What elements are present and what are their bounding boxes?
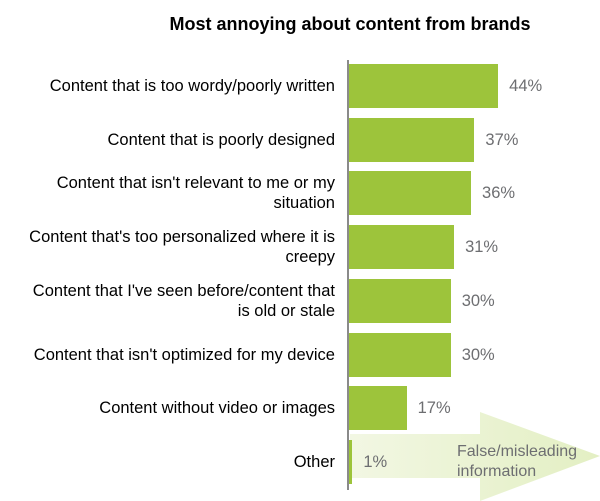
category-label: Other	[293, 452, 335, 471]
bar	[349, 64, 499, 108]
bar	[349, 278, 451, 323]
category-label: Content that is poorly designed	[107, 130, 335, 149]
axis-line	[347, 60, 349, 490]
arrow-shape	[350, 412, 600, 501]
category-label: Content that isn't relevant to me or my …	[56, 174, 335, 213]
value-label: 31%	[465, 238, 499, 257]
category-label: Content without video or images	[99, 399, 335, 418]
value-label: 1%	[363, 452, 388, 471]
category-label: Content that is too wordy/poorly written	[49, 77, 335, 95]
chart-title: Most annoying about content from brands	[169, 14, 531, 34]
bar	[349, 439, 353, 484]
category-label: Content that's too personalized where it…	[29, 228, 335, 267]
value-label: 30%	[461, 291, 495, 310]
value-label: 30%	[461, 345, 495, 364]
bar	[349, 386, 407, 431]
category-label: Content that I've seen before/content th…	[32, 281, 335, 320]
bar	[349, 171, 472, 216]
bar	[349, 117, 475, 162]
bar	[349, 225, 455, 270]
bar	[349, 332, 451, 377]
value-label: 36%	[482, 184, 516, 203]
value-label: 37%	[485, 130, 519, 149]
category-label: Content that isn't optimized for my devi…	[33, 345, 335, 364]
annotation: False/misleading information	[457, 443, 578, 480]
value-label: 44%	[509, 77, 543, 95]
value-label: 17%	[417, 399, 451, 418]
